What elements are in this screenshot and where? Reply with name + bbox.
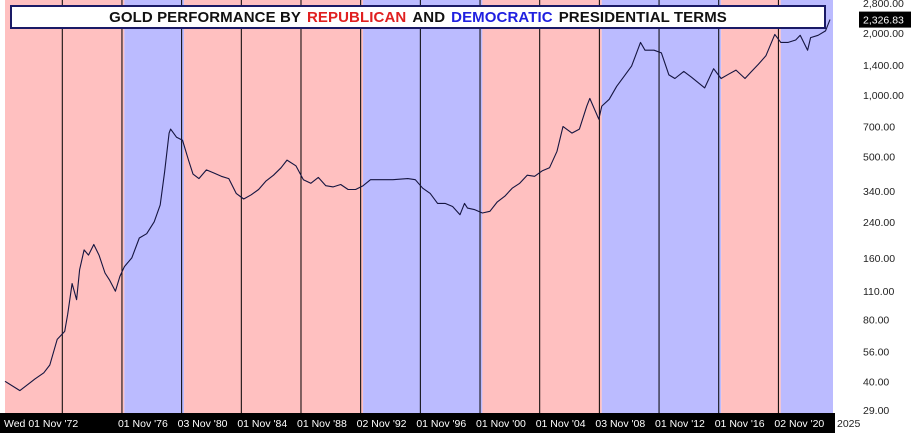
term-band-democratic-7: [780, 0, 833, 413]
presidential-term-bands: [5, 0, 833, 413]
x-tick-label: 01 Nov '04: [536, 418, 586, 430]
y-tick-label: 29.00: [863, 405, 889, 417]
y-tick-label: 1,000.00: [863, 90, 904, 102]
term-band-republican-6: [721, 0, 781, 413]
term-dividers: [61, 0, 779, 413]
chart-title: GOLD PERFORMANCE BY REPUBLICAN AND DEMOC…: [10, 5, 826, 29]
y-axis: 2,800.00 2,000.00 1,400.00 1,000.00 700.00 50…: [863, 0, 904, 417]
x-axis-end-label: 2025: [837, 418, 861, 430]
term-band-republican-0: [5, 0, 125, 413]
x-tick-label: 01 Nov '76: [118, 418, 168, 430]
y-tick-label: 2,800.00: [863, 0, 904, 10]
x-tick-label: 01 Nov '12: [655, 418, 705, 430]
x-tick-label: 01 Nov '16: [715, 418, 765, 430]
y-tick-label: 40.00: [863, 376, 889, 388]
term-band-democratic-5: [601, 0, 722, 413]
y-tick-label: 160.00: [863, 253, 895, 265]
term-band-republican-2: [184, 0, 364, 413]
y-tick-label: 500.00: [863, 151, 895, 163]
last-price-box: [859, 11, 911, 28]
x-tick-label: 01 Nov '00: [476, 418, 526, 430]
x-tick-label: 03 Nov '08: [595, 418, 645, 430]
title-democratic: DEMOCRATIC: [451, 8, 553, 26]
y-tick-label: 56.00: [863, 346, 889, 358]
y-tick-label: 1,400.00: [863, 60, 904, 72]
title-part-3: AND: [412, 8, 446, 26]
x-tick-label: 01 Nov '84: [237, 418, 287, 430]
x-tick-label: 03 Nov '80: [178, 418, 228, 430]
term-band-democratic-3: [363, 0, 483, 413]
last-price-tag: 2,326.83: [859, 11, 911, 28]
y-tick-label: 700.00: [863, 122, 895, 134]
x-tick-label: 02 Nov '20: [774, 418, 824, 430]
y-tick-label: 240.00: [863, 217, 895, 229]
x-tick-label: 01 Nov '96: [416, 418, 466, 430]
y-tick-label: 80.00: [863, 315, 889, 327]
last-price-label: 2,326.83: [863, 15, 904, 27]
y-tick-label: 110.00: [863, 286, 894, 298]
title-part-1: GOLD PERFORMANCE BY: [109, 8, 301, 26]
term-band-republican-4: [482, 0, 602, 413]
title-republican: REPUBLICAN: [306, 8, 407, 26]
x-tick-label: 01 Nov '88: [297, 418, 347, 430]
x-axis-bar: [0, 413, 835, 433]
x-tick-label: 02 Nov '92: [357, 418, 407, 430]
gold-price-line: [4, 19, 831, 392]
y-tick-label: 2,000.00: [863, 28, 904, 40]
term-band-democratic-1: [124, 0, 185, 413]
y-tick-label: 340.00: [863, 186, 895, 198]
title-part-5: PRESIDENTIAL TERMS: [558, 8, 727, 26]
x-tick-label: Wed 01 Nov '72: [4, 418, 78, 430]
x-axis: Wed 01 Nov '72 01 Nov '76 03 Nov '80 01 Nov…: [0, 413, 861, 433]
